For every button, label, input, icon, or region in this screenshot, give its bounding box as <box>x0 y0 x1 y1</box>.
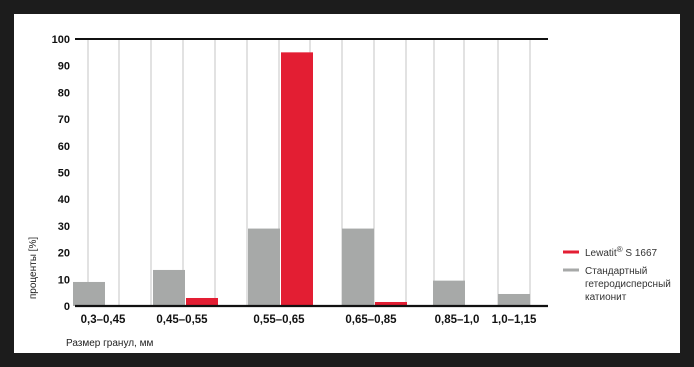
legend-label-standard: Стандартный <box>585 266 647 277</box>
bar-chart: 0 10 20 30 40 50 60 70 80 90 100 0,3–0,45 0,45–0,55 0… <box>28 34 671 349</box>
y-tick-label: 90 <box>58 61 70 73</box>
bar-standard <box>342 228 374 306</box>
legend-label-standard: гетеродисперсный <box>585 279 671 290</box>
legend-label-lewatit: Lewatit® S 1667 <box>585 245 658 259</box>
legend-label-standard: катионит <box>585 292 627 303</box>
y-tick-label: 100 <box>52 34 70 46</box>
y-tick-label: 30 <box>58 221 70 233</box>
y-tick-label: 40 <box>58 194 70 206</box>
x-category-label: 1,0–1,15 <box>492 314 537 326</box>
y-tick-label: 20 <box>58 248 70 260</box>
bar-lewatit <box>375 301 407 306</box>
x-category-label: 0,55–0,65 <box>253 314 305 326</box>
bar-lewatit <box>186 297 218 306</box>
x-category-label: 0,3–0,45 <box>81 314 126 326</box>
y-tick-label: 70 <box>58 114 70 126</box>
bar-standard <box>248 228 280 306</box>
y-tick-label: 80 <box>58 87 70 99</box>
chart-panel: 0 10 20 30 40 50 60 70 80 90 100 0,3–0,45 0,45–0,55 0… <box>14 14 680 353</box>
y-tick-label: 0 <box>64 301 70 313</box>
bar-lewatit <box>281 52 313 306</box>
bar-standard <box>498 293 530 306</box>
x-category-label: 0,65–0,85 <box>345 314 397 326</box>
x-category-label: 0,45–0,55 <box>156 314 208 326</box>
x-axis-label: Размер гранул, мм <box>66 338 153 349</box>
y-tick-label: 50 <box>58 168 70 180</box>
y-tick-label: 10 <box>58 274 70 286</box>
bar-standard <box>153 269 185 306</box>
bar-standard <box>433 280 465 306</box>
x-category-label: 0,85–1,0 <box>435 314 480 326</box>
bar-standard <box>73 281 105 306</box>
y-axis-label: проценты [%] <box>28 237 39 299</box>
y-tick-label: 60 <box>58 141 70 153</box>
